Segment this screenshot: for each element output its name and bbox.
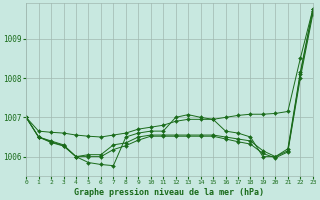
X-axis label: Graphe pression niveau de la mer (hPa): Graphe pression niveau de la mer (hPa)	[75, 188, 264, 197]
